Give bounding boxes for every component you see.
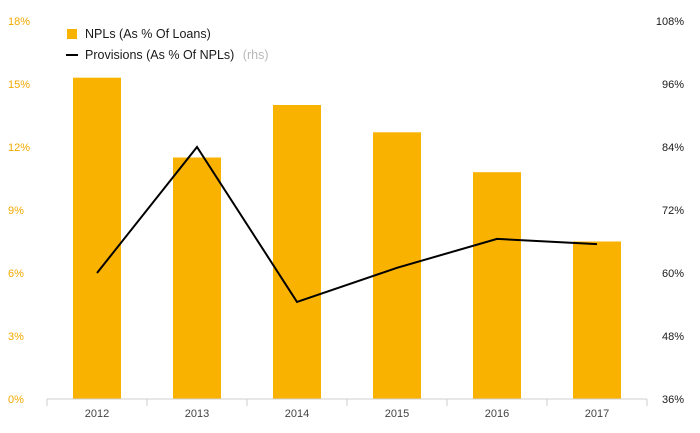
bar-2015 <box>373 132 421 400</box>
x-tick-label-2017: 2017 <box>585 408 609 420</box>
bar-2017 <box>573 241 621 399</box>
legend-swatch-npl <box>67 29 77 39</box>
x-tick-label-2014: 2014 <box>285 408 309 420</box>
bar-2013 <box>173 157 221 399</box>
x-axis-ticks: 2012 2013 2014 2015 2016 2017 <box>46 399 648 420</box>
right-tick-label: 60% <box>662 268 684 280</box>
left-axis-ticks: 0% 3% 6% 9% 12% 15% 18% <box>8 16 30 406</box>
left-tick-label: 6% <box>8 268 24 280</box>
x-tick-label-2013: 2013 <box>185 408 209 420</box>
bar-2014 <box>273 105 321 399</box>
x-tick-label-2016: 2016 <box>485 408 509 420</box>
right-axis-ticks: 36% 48% 60% 72% 84% 96% 108% <box>656 16 684 406</box>
right-tick-label: 72% <box>662 205 684 217</box>
right-tick-label: 108% <box>656 16 684 28</box>
left-tick-label: 9% <box>8 205 24 217</box>
legend-label-npl: NPLs (As % Of Loans) <box>85 27 211 41</box>
legend-label-provisions-name: Provisions (As % Of NPLs) <box>85 48 234 62</box>
x-tick-label-2015: 2015 <box>385 408 409 420</box>
left-tick-label: 18% <box>8 16 30 28</box>
legend-label-provisions-suffix: (rhs) <box>243 48 269 62</box>
provisions-line <box>96 145 598 304</box>
left-tick-label: 12% <box>8 142 30 154</box>
right-tick-label: 36% <box>662 394 684 406</box>
legend: NPLs (As % Of Loans) Provisions (As % Of… <box>66 27 269 63</box>
legend-label-provisions: Provisions (As % Of NPLs) (rhs) <box>85 46 269 63</box>
bar-2016 <box>473 172 521 399</box>
right-tick-label: 96% <box>662 79 684 91</box>
left-tick-label: 15% <box>8 79 30 91</box>
right-tick-label: 48% <box>662 331 684 343</box>
x-tick-label-2012: 2012 <box>85 408 109 420</box>
right-tick-label: 84% <box>662 142 684 154</box>
left-tick-label: 3% <box>8 331 24 343</box>
bar-2012 <box>73 77 121 399</box>
npl-bars <box>73 77 621 400</box>
left-tick-label: 0% <box>8 394 24 406</box>
